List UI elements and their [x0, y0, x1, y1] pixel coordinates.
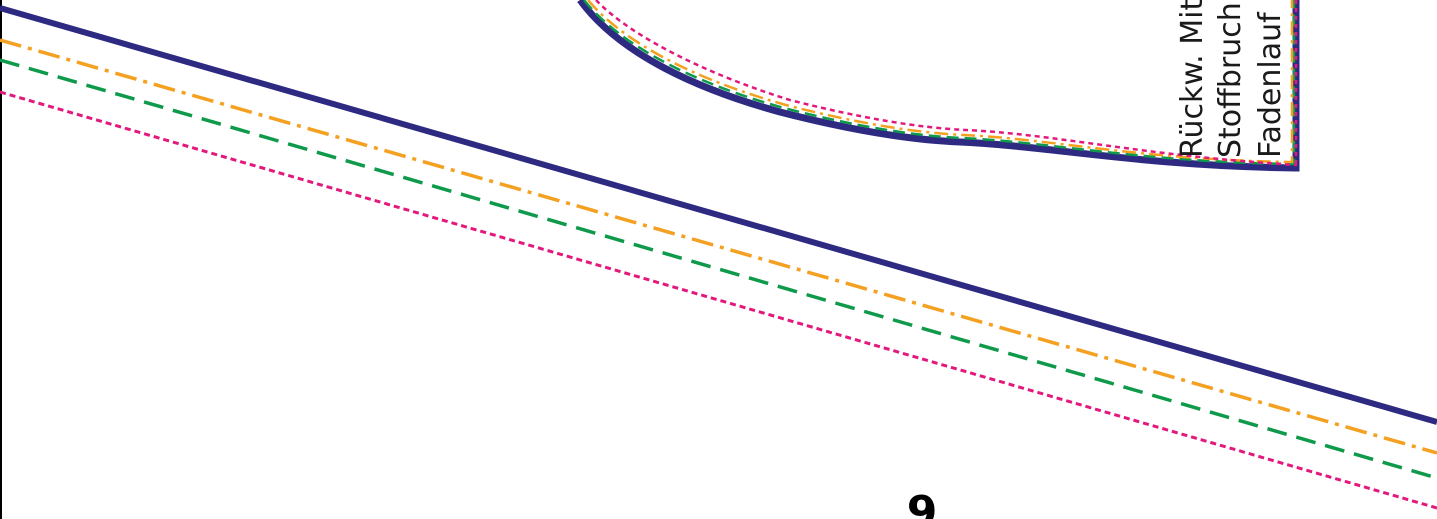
center-back-label: Rückw. Mitte [1175, 0, 1210, 158]
piece-outline-green [583, 0, 1296, 166]
piece-outline-orange [587, 0, 1294, 164]
size-line-orange [0, 38, 1437, 455]
fold-label: Stoffbruch [1213, 2, 1248, 158]
grainline-label: Fadenlauf [1253, 11, 1288, 158]
piece-outline-magenta [595, 0, 1298, 167]
size-line-green [0, 58, 1437, 480]
cutting-line [0, 5, 1437, 425]
pattern-piece: Rückw. Mitte Stoffbruch Fadenlauf [577, 0, 1300, 172]
piece-outline-cut [577, 0, 1300, 172]
page-number: 9 [907, 487, 938, 519]
